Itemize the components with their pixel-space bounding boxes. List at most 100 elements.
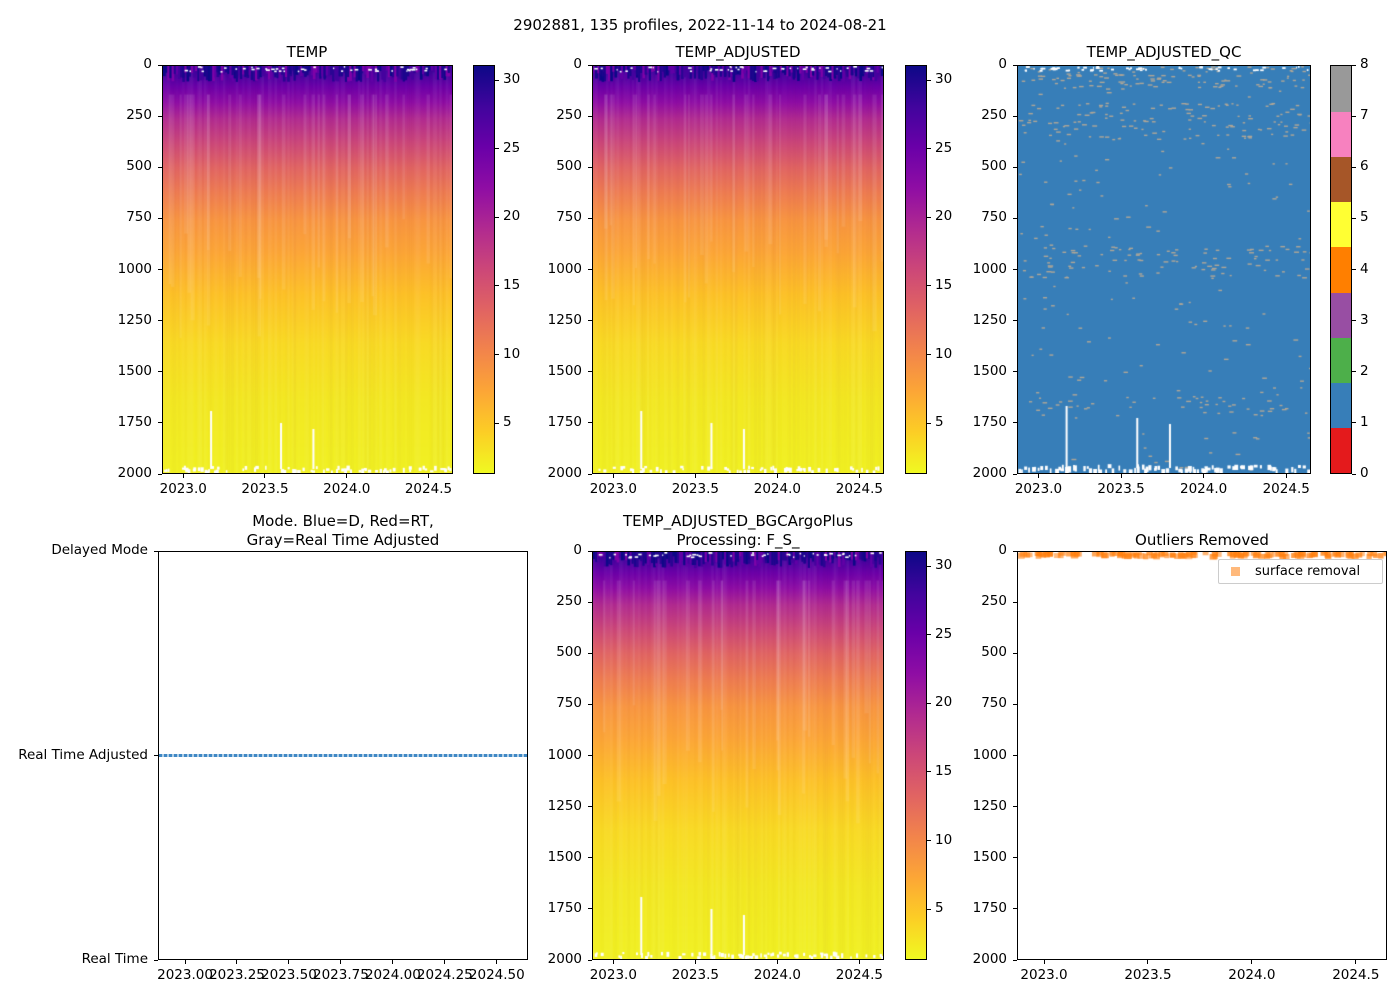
y-tick-label: 500 <box>556 644 582 661</box>
qc-colorbar-band-3 <box>1331 292 1351 338</box>
x-tick-mark <box>427 474 429 478</box>
x-tick-mark <box>1203 474 1205 478</box>
y-tick-label: 750 <box>556 209 582 226</box>
y-tick-mark <box>588 217 592 219</box>
outliers-legend: surface removal <box>1218 559 1383 584</box>
y-tick-label: 1500 <box>117 362 152 379</box>
y-tick-mark <box>588 166 592 168</box>
x-tick-label: 2024.5 <box>835 967 884 983</box>
temp-adjusted-heatmap-canvas <box>593 66 883 473</box>
colorbar-tick-label: 5 <box>935 414 944 431</box>
colorbar-tick-label: 10 <box>935 831 953 848</box>
x-tick-label: 2023.5 <box>1124 967 1172 983</box>
surface-removal-marker-icon <box>1231 567 1240 576</box>
y-tick-label: 2000 <box>117 465 152 481</box>
y-tick-mark <box>1013 64 1017 66</box>
y-category-label: Real Time Adjusted <box>18 746 148 763</box>
y-tick-mark <box>158 217 162 219</box>
colorbar-tick-label: 2 <box>1360 362 1369 379</box>
y-tick-mark <box>588 755 592 756</box>
colorbar-tick-label: 10 <box>935 345 953 362</box>
y-tick-mark <box>1013 703 1017 705</box>
y-category-label: Delayed Mode <box>51 542 148 558</box>
x-tick-label: 2023.75 <box>312 967 369 983</box>
y-tick-mark <box>588 64 592 66</box>
y-tick-mark <box>1013 473 1017 475</box>
x-tick-mark <box>776 960 778 964</box>
y-tick-mark <box>588 550 592 552</box>
panel-qc-title: TEMP_ADJUSTED_QC <box>1086 43 1242 61</box>
x-tick-label: 2023.5 <box>671 967 719 983</box>
qc-colorbar-band-0 <box>1331 427 1351 474</box>
colorbar-tick-label: 30 <box>503 71 521 88</box>
x-tick-label: 2023.50 <box>261 967 317 983</box>
x-tick-mark <box>340 960 342 964</box>
outliers-plot-area <box>1017 551 1387 960</box>
y-tick-mark <box>1013 601 1017 603</box>
y-tick-label: 1750 <box>547 413 582 430</box>
y-tick-mark <box>588 908 592 910</box>
x-tick-mark <box>1120 474 1122 478</box>
y-tick-mark <box>1013 857 1017 859</box>
y-tick-mark <box>154 550 158 552</box>
x-tick-mark <box>1251 960 1253 964</box>
colorbar-tick-mark <box>495 216 499 218</box>
bgc-heatmap-canvas <box>593 552 883 959</box>
x-tick-label: 2023.5 <box>241 481 289 497</box>
y-tick-mark <box>154 755 158 756</box>
colorbar-tick-label: 25 <box>935 139 953 156</box>
colorbar-tick-mark <box>927 840 931 842</box>
y-tick-label: 2000 <box>547 465 582 481</box>
colorbar-tick-mark <box>927 216 931 218</box>
y-tick-label: 750 <box>981 695 1007 712</box>
x-tick-mark <box>346 474 348 478</box>
y-tick-label: 250 <box>556 593 582 610</box>
colorbar-tick-label: 25 <box>503 139 521 156</box>
y-tick-label: 500 <box>981 644 1007 661</box>
colorbar-tick-label: 20 <box>503 208 521 225</box>
x-tick-mark <box>1037 474 1039 478</box>
colorbar-tick-label: 5 <box>1360 209 1369 226</box>
y-tick-mark <box>158 320 162 322</box>
y-tick-label: 0 <box>143 56 152 72</box>
x-tick-mark <box>264 474 266 478</box>
x-tick-label: 2023.0 <box>1020 967 1068 983</box>
qc-heatmap-canvas <box>1018 66 1310 473</box>
colorbar-tick-label: 3 <box>1360 311 1369 328</box>
colorbar-tick-mark <box>927 565 931 567</box>
x-tick-label: 2023.0 <box>159 481 207 497</box>
colorbar-tick-label: 30 <box>935 557 953 574</box>
x-tick-mark <box>776 474 778 478</box>
x-tick-label: 2024.0 <box>753 967 801 983</box>
x-tick-label: 2023.00 <box>157 967 213 983</box>
colorbar-tick-mark <box>927 148 931 150</box>
colorbar-tick-mark <box>495 422 499 424</box>
colorbar-tick-label: 1 <box>1360 413 1369 430</box>
panel-temp-title: TEMP <box>286 43 328 61</box>
y-tick-mark <box>588 857 592 859</box>
colorbar-tick-mark <box>927 422 931 424</box>
x-tick-label: 2023.0 <box>589 481 637 497</box>
y-tick-mark <box>154 959 158 961</box>
colorbar-tick-mark <box>1352 320 1356 322</box>
y-tick-label: 1500 <box>972 362 1007 379</box>
outliers-scatter-canvas <box>1018 552 1386 959</box>
y-category-label: Real Time <box>81 951 148 967</box>
y-tick-mark <box>588 652 592 654</box>
x-tick-mark <box>1285 474 1287 478</box>
y-tick-label: 1500 <box>547 362 582 379</box>
y-tick-label: 750 <box>981 209 1007 226</box>
y-tick-label: 750 <box>126 209 152 226</box>
x-tick-label: 2024.0 <box>1228 967 1276 983</box>
qc-plot-area <box>1017 65 1311 474</box>
panel-bgc-title: TEMP_ADJUSTED_BGCArgoPlus Processing: F_… <box>622 512 854 549</box>
y-tick-label: 1750 <box>972 413 1007 430</box>
x-tick-mark <box>1355 960 1357 964</box>
colorbar-tick-label: 20 <box>935 208 953 225</box>
x-tick-label: 2024.0 <box>1180 481 1228 497</box>
x-tick-label: 2024.5 <box>404 481 453 497</box>
colorbar-tick-label: 7 <box>1360 107 1369 124</box>
colorbar-tick-mark <box>495 148 499 150</box>
x-tick-label: 2023.0 <box>1014 481 1063 497</box>
y-tick-label: 1250 <box>972 797 1007 814</box>
